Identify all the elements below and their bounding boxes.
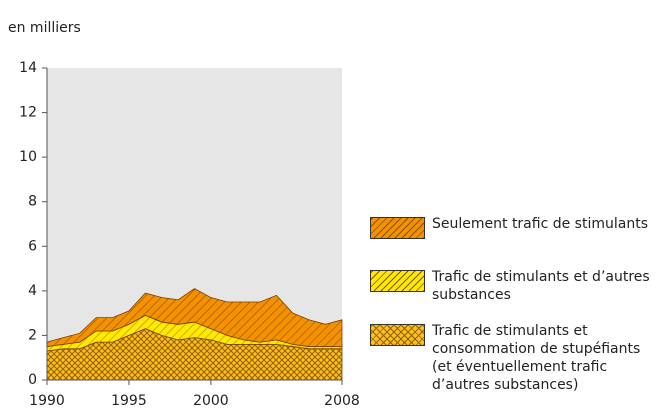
- x-tick-label: 2000: [193, 393, 229, 409]
- legend-label: Trafic de stimulants et consommation de …: [432, 323, 641, 393]
- y-tick-label: 0: [28, 372, 37, 388]
- y-axis-label: en milliers: [8, 20, 81, 36]
- y-tick-label: 12: [19, 105, 37, 121]
- legend-label: Seulement trafic de stimulants: [432, 216, 648, 232]
- legend-swatch: [370, 270, 425, 292]
- legend-label: Trafic de stimulants et d’autres substan…: [432, 269, 650, 303]
- y-tick-label: 10: [19, 149, 37, 165]
- y-tick-label: 14: [19, 60, 37, 76]
- area: [46, 288, 343, 348]
- x-tick-label: 2008: [324, 393, 360, 409]
- x-tick-label: 1990: [29, 393, 65, 409]
- x-tick-label: 1995: [111, 393, 147, 409]
- y-tick-label: 6: [28, 238, 37, 254]
- legend-swatch: [370, 217, 425, 239]
- legend-swatch: [370, 324, 425, 346]
- y-tick-label: 4: [28, 283, 37, 299]
- y-tick-label: 2: [28, 327, 37, 343]
- y-tick-label: 8: [28, 194, 37, 210]
